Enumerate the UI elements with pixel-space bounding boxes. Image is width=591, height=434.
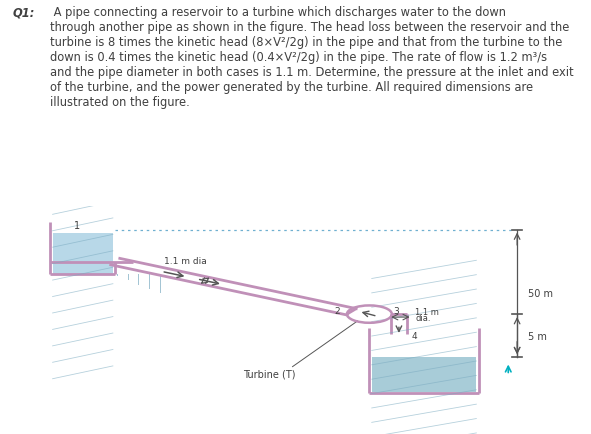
Polygon shape xyxy=(53,233,113,274)
Text: A pipe connecting a reservoir to a turbine which discharges water to the down
th: A pipe connecting a reservoir to a turbi… xyxy=(50,6,574,109)
Polygon shape xyxy=(372,357,476,392)
Text: 1: 1 xyxy=(74,220,80,230)
Text: 1.1 m: 1.1 m xyxy=(415,307,439,316)
Text: 4: 4 xyxy=(411,331,417,340)
Text: dia.: dia. xyxy=(415,313,431,322)
Text: 5 m: 5 m xyxy=(528,331,547,341)
Text: 50 m: 50 m xyxy=(528,289,553,299)
Text: 1.1 m dia: 1.1 m dia xyxy=(164,256,206,266)
Text: Q1:: Q1: xyxy=(13,6,35,19)
Text: Turbine (T): Turbine (T) xyxy=(243,369,295,379)
Text: 2: 2 xyxy=(334,306,340,315)
Text: 3: 3 xyxy=(394,306,400,315)
